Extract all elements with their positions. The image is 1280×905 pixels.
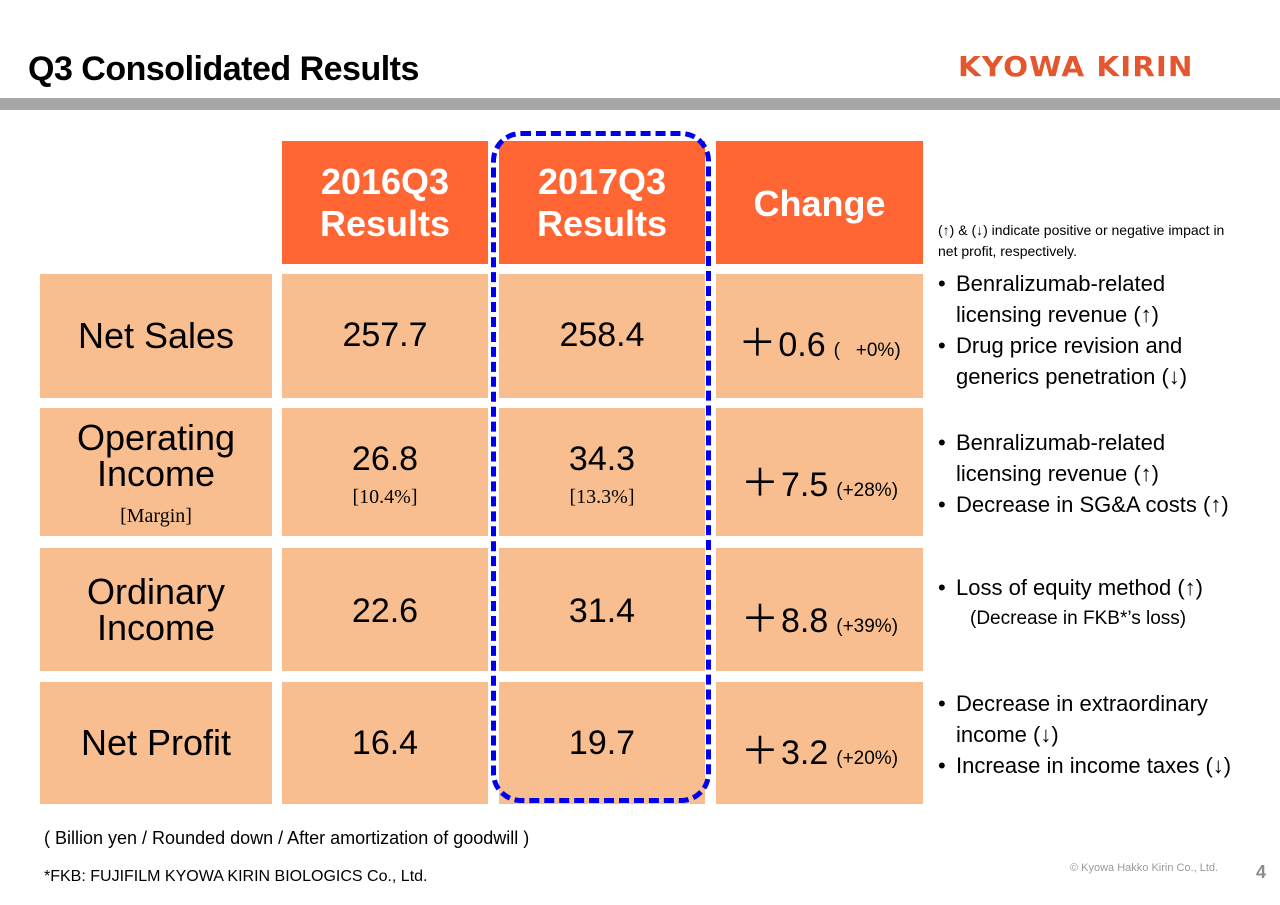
- copyright: © Kyowa Hakko Kirin Co., Ltd.: [1070, 862, 1219, 874]
- value-2016-net-profit: 16.4: [351, 724, 419, 762]
- notes-ordinary-income: Loss of equity method (↑) (Decrease in F…: [938, 572, 1278, 634]
- bullet-item: Decrease in SG&A costs (↑): [938, 489, 1278, 520]
- change-percent: (+39%): [836, 616, 899, 637]
- header-2016q3: 2016Q3 Results: [282, 141, 488, 264]
- margin-2016: [10.4%]: [352, 486, 418, 508]
- bullet-item: Decrease in extraordinary: [938, 688, 1278, 719]
- cell-netsales-2017: [499, 274, 705, 398]
- cell-netprofit-change: [716, 682, 923, 804]
- change-ordinary-income: ＋ 8.8 (+39%): [716, 588, 923, 643]
- cell-ordincome-label: [40, 548, 272, 671]
- header-2017q3-line2: Results: [536, 202, 668, 244]
- cell-opincome-label: [40, 408, 272, 536]
- notes-net-profit: Decrease in extraordinary income (↓) Inc…: [938, 688, 1278, 781]
- bullet-continuation: generics penetration (↓): [956, 364, 1188, 389]
- change-percent: (+20%): [836, 748, 899, 769]
- change-sign: ＋: [740, 463, 779, 505]
- header-2017q3: 2017Q3 Results: [499, 141, 705, 264]
- bullet-continuation: licensing revenue (↑): [956, 302, 1159, 327]
- value-2016-net-sales: 257.7: [342, 316, 428, 354]
- bullet-item: Drug price revision and: [938, 330, 1278, 361]
- cell-netsales-label: [40, 274, 272, 398]
- change-value: 7.5: [780, 466, 829, 504]
- row-label-margin: [Margin]: [120, 505, 192, 527]
- value-2017-operating-income: 34.3: [568, 440, 636, 478]
- cell-ordincome-change: [716, 548, 923, 671]
- row-label-text-2: Income: [96, 606, 216, 648]
- value-2017-ordinary-income: 31.4: [568, 592, 636, 630]
- row-label-net-profit: Net Profit: [40, 682, 272, 804]
- cell-opincome-change: [716, 408, 923, 536]
- bullet-item: Increase in income taxes (↓): [938, 750, 1278, 781]
- change-value: 8.8: [780, 602, 829, 640]
- value-2017-net-profit: 19.7: [568, 724, 636, 762]
- change-value: 3.2: [780, 734, 829, 772]
- change-sign: ＋: [740, 731, 779, 773]
- impact-legend-note: (↑) & (↓) indicate positive or negative …: [938, 222, 1225, 259]
- change-percent: ( +0%): [833, 340, 901, 361]
- bullet-item: Benralizumab-related: [938, 427, 1278, 458]
- cell-netprofit-label: [40, 682, 272, 804]
- row-label-operating-income: Operating Income [Margin]: [40, 420, 272, 528]
- change-value: 0.6: [778, 326, 826, 364]
- header-2016q3-line1: 2016Q3: [320, 160, 450, 202]
- header-change-label: Change: [753, 183, 886, 224]
- cell-opincome-2017: [499, 408, 705, 536]
- header-2016q3-line2: Results: [319, 202, 451, 244]
- company-logo: KYOWA KIRIN: [958, 50, 1194, 83]
- cell-netsales-2016: [282, 274, 488, 398]
- page-number: 4: [1256, 862, 1267, 882]
- slide-title: Q3 Consolidated Results: [28, 50, 419, 88]
- fkb-footnote: *FKB: FUJIFILM KYOWA KIRIN BIOLOGICS Co.…: [44, 868, 428, 885]
- cell-netsales-change: [716, 274, 923, 398]
- row-label-net-sales: Net Sales: [40, 274, 272, 398]
- cell-ordincome-2016: [282, 548, 488, 671]
- row-label-text: Ordinary: [86, 570, 226, 612]
- change-percent: (+28%): [836, 480, 899, 501]
- notes-net-sales: Benralizumab-related licensing revenue (…: [938, 268, 1278, 392]
- row-label-text-2: Income: [96, 453, 216, 494]
- units-footnote: ( Billion yen / Rounded down / After amo…: [44, 828, 530, 848]
- bullet-continuation: licensing revenue (↑): [956, 461, 1159, 486]
- highlight-2017q3-column: [491, 131, 711, 803]
- header-change: Change: [716, 141, 923, 264]
- change-sign: ＋: [740, 599, 779, 641]
- bullet-continuation: income (↓): [956, 722, 1059, 747]
- header-2017q3-line1: 2017Q3: [537, 160, 667, 202]
- bullet-item: Benralizumab-related: [938, 268, 1278, 299]
- margin-2017: [13.3%]: [569, 486, 635, 508]
- row-label-text: Operating: [76, 417, 236, 458]
- notes-operating-income: Benralizumab-related licensing revenue (…: [938, 427, 1278, 520]
- cell-netprofit-2017: [499, 682, 705, 804]
- change-net-profit: ＋ 3.2 (+20%): [716, 720, 923, 775]
- bullet-item: Loss of equity method (↑): [938, 572, 1278, 603]
- value-2016-ordinary-income: 22.6: [351, 592, 419, 630]
- row-label-text: Net Profit: [80, 722, 232, 763]
- cell-ordincome-2017: [499, 548, 705, 671]
- change-sign: ＋: [738, 323, 777, 365]
- value-2016-operating-income: 26.8: [351, 440, 419, 478]
- cell-opincome-2016: [282, 408, 488, 536]
- bullet-subnote: (Decrease in FKB*’s loss): [970, 608, 1187, 629]
- change-net-sales: ＋ 0.6 ( +0%): [716, 312, 923, 367]
- value-2017-net-sales: 258.4: [559, 316, 645, 354]
- row-label-ordinary-income: Ordinary Income: [40, 548, 272, 671]
- cell-netprofit-2016: [282, 682, 488, 804]
- row-label-text: Net Sales: [77, 315, 235, 356]
- change-operating-income: ＋ 7.5 (+28%): [716, 452, 923, 507]
- title-rule: [0, 98, 1280, 110]
